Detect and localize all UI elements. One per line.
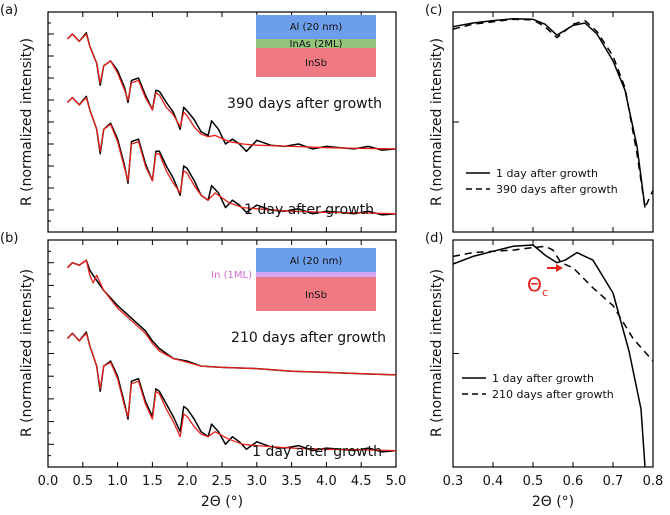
panel-a-label: (a)	[0, 3, 18, 18]
series-line-fit-3	[67, 332, 397, 452]
series-line-dashed-1	[452, 245, 654, 362]
inas-layer-label: InAs (2ML)	[290, 39, 343, 50]
panel-b-annotation-1day: 1 day after growth	[252, 444, 382, 460]
panel-a-series	[66, 32, 397, 216]
panel-d-legend: 1 day after growth 210 days after growth	[462, 372, 614, 401]
panel-d-label: (d)	[425, 231, 443, 246]
x-tick-label: 3.5	[281, 474, 302, 489]
panel-d-frame	[452, 239, 654, 468]
panel-a-annotation-390: 390 days after growth	[227, 96, 382, 112]
legend-label-1day: 1 day after growth	[496, 167, 598, 180]
panel-b-annotation-210: 210 days after growth	[231, 330, 386, 346]
theta-c-arrow-head	[556, 264, 563, 272]
al-layer	[256, 15, 376, 39]
panel-c-label: (c)	[425, 3, 442, 18]
x-tick-label: 0.0	[38, 474, 59, 489]
al-layer-label: Al (20 nm)	[290, 22, 343, 33]
panel-d-xticks: 0.3 0.4 0.5 0.6 0.7 0.8	[443, 474, 664, 489]
panel-b-label: (b)	[0, 231, 18, 246]
legend-label-210: 210 days after growth	[492, 388, 614, 401]
al-layer	[256, 248, 376, 272]
x-tick-label: 4.5	[351, 474, 372, 489]
series-line-fit-3	[67, 96, 397, 215]
series-line-fit-1	[67, 259, 397, 376]
in-layer	[256, 272, 376, 277]
panel-a-annotation-1day: 1 day after growth	[244, 202, 374, 218]
series-line-dashed-1	[452, 18, 654, 209]
panel-c-series	[452, 18, 654, 209]
panel-b-ylabel: R (normalized intensity)	[19, 269, 35, 437]
x-tick-label: 4.0	[316, 474, 337, 489]
x-tick-label: 5.0	[386, 474, 407, 489]
insb-layer-label: InSb	[305, 58, 327, 69]
x-tick-label: 2.0	[177, 474, 198, 489]
x-tick-label: 2.5	[212, 474, 233, 489]
insb-layer	[256, 48, 376, 77]
series-line-fit-1	[67, 33, 397, 150]
panel-c-legend: 1 day after growth 390 days after growth	[466, 167, 618, 196]
series-line-measured-2	[66, 331, 397, 453]
x-tick-label: 0.5	[72, 474, 93, 489]
in-layer-label: In (1ML)	[211, 270, 252, 281]
legend-label-390: 390 days after growth	[496, 183, 618, 196]
x-tick-label: 1.5	[142, 474, 163, 489]
x-tick-label: 0.4	[483, 474, 504, 489]
al-layer-label: Al (20 nm)	[290, 256, 343, 267]
x-tick-label: 0.5	[523, 474, 544, 489]
theta-c-subscript: c	[542, 286, 548, 299]
panel-b-xlabel: 2Θ (°)	[201, 494, 243, 510]
theta-c-symbol: Θ	[527, 274, 542, 296]
panel-d-xlabel: 2Θ (°)	[532, 494, 574, 510]
panel-a-ylabel: R (normalized intensity)	[19, 38, 35, 206]
panel-b-series	[66, 259, 397, 453]
x-tick-label: 0.8	[643, 474, 664, 489]
panel-a-layer-stack: Al (20 nm) InAs (2ML) InSb	[256, 15, 376, 77]
x-tick-label: 0.6	[563, 474, 584, 489]
series-line-measured-2	[66, 95, 397, 216]
panel-b-layer-stack: Al (20 nm) In (1ML) InSb	[211, 248, 376, 311]
panel-b-xticks: 0.0 0.5 1.0 1.5 2.0 2.5 3.0 3.5 4.0 4.5 5.0	[38, 474, 407, 489]
inas-layer	[256, 39, 376, 48]
panel-c-frame	[452, 11, 654, 233]
panel-c-ylabel: R (normalized intensity)	[429, 38, 445, 206]
x-tick-label: 0.7	[603, 474, 624, 489]
theta-c-annotation: Θ c	[527, 264, 563, 299]
panel-d-ylabel: R (normalized intensity)	[429, 269, 445, 437]
panel-d-series	[452, 244, 654, 468]
insb-layer	[256, 277, 376, 311]
x-tick-label: 0.3	[443, 474, 464, 489]
series-line-solid-0	[452, 244, 646, 468]
x-tick-label: 1.0	[107, 474, 128, 489]
tick-marks	[47, 11, 654, 468]
x-tick-label: 3.0	[246, 474, 267, 489]
legend-label-1day: 1 day after growth	[492, 372, 594, 385]
insb-layer-label: InSb	[305, 290, 327, 301]
